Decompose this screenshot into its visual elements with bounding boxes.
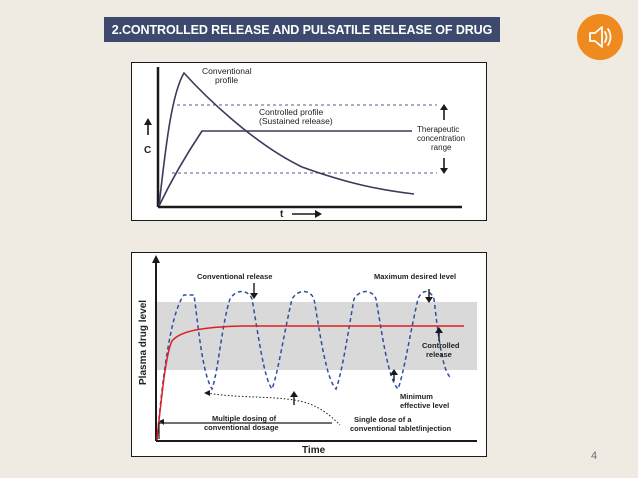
controlled-release-figure: Conventional profile Controlled profile … <box>131 62 487 221</box>
therapeutic-label-2: concentration <box>417 134 465 143</box>
y-arrow <box>152 255 160 263</box>
up-arrow-multiple <box>290 391 298 397</box>
multiple-dosing-label-2: conventional dosage <box>204 423 279 432</box>
up-arrow <box>440 104 448 110</box>
y-arrow <box>144 118 152 125</box>
page-number: 4 <box>591 450 598 462</box>
down-arrow <box>440 168 448 174</box>
y-axis-label: Plasma drug level <box>138 300 149 385</box>
therapeutic-band <box>156 302 477 370</box>
minimum-effective-label-2: effective level <box>400 401 449 410</box>
single-dose-label-2: conventional tablet/injection <box>350 424 452 433</box>
x-arrow <box>315 210 322 218</box>
single-dose-label: Single dose of a <box>354 415 412 424</box>
controlled-label: Controlled profile <box>259 107 324 117</box>
x-axis-label: t <box>280 209 284 219</box>
down-arrow-max <box>425 297 433 303</box>
pulsatile-release-figure: Conventional release Maximum desired lev… <box>131 252 487 457</box>
up-arrow-min <box>390 369 398 375</box>
y-axis-label: C <box>144 145 151 156</box>
down-arrow-conventional <box>250 293 258 299</box>
conventional-curve <box>158 71 415 207</box>
conventional-release-curve <box>156 290 451 441</box>
controlled-release-curve <box>156 325 464 440</box>
speaker-icon <box>589 26 612 48</box>
conventional-label-2: profile <box>215 75 238 85</box>
slide-title: 2.CONTROLLED RELEASE AND PULSATILE RELEA… <box>104 17 500 42</box>
minimum-effective-label: Minimum <box>400 392 433 401</box>
controlled-curve <box>158 130 412 207</box>
conventional-label: Conventional <box>202 66 252 76</box>
controlled-release-label: Controlled <box>422 341 460 350</box>
max-desired-label: Maximum desired level <box>374 272 456 281</box>
up-arrow-controlled <box>435 327 443 333</box>
therapeutic-label-3: range <box>431 143 452 152</box>
controlled-label-2: (Sustained release) <box>259 116 333 126</box>
controlled-release-label-2: release <box>426 350 452 359</box>
therapeutic-label: Therapeutic <box>417 125 459 134</box>
multiple-dosing-label: Multiple dosing of <box>212 414 277 423</box>
x-axis-label: Time <box>302 445 326 455</box>
conventional-release-label: Conventional release <box>197 272 272 281</box>
audio-button[interactable] <box>577 14 623 60</box>
